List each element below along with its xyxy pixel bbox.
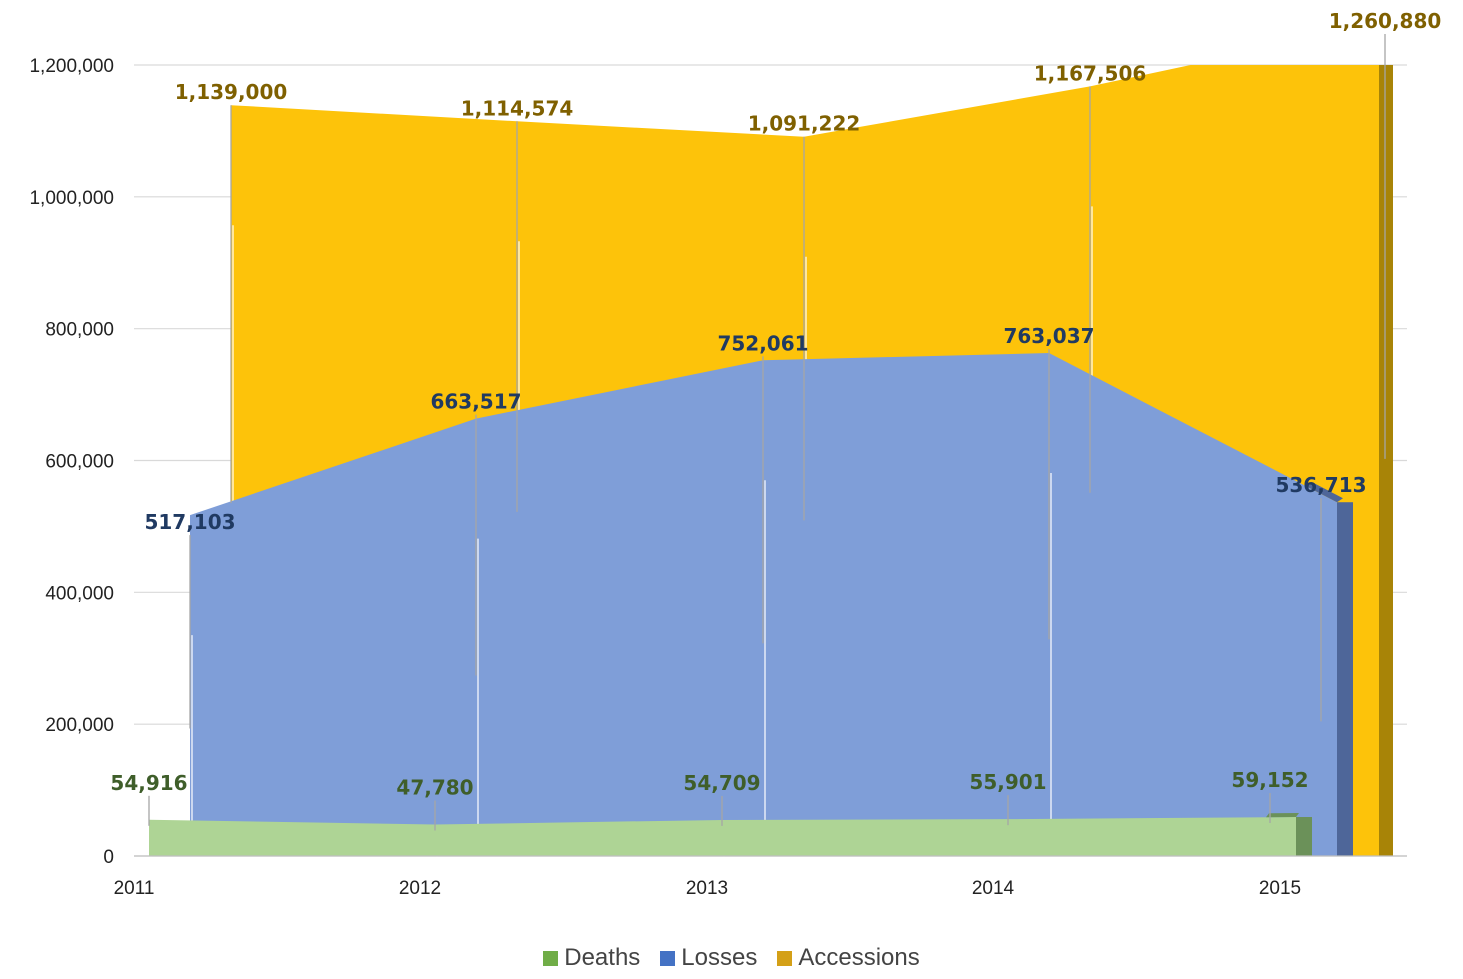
legend-item-accessions[interactable]: Accessions xyxy=(777,944,920,972)
data-label-accessions: 1,167,506 xyxy=(1034,61,1147,85)
data-label-accessions: 1,260,880 xyxy=(1329,9,1442,33)
y-axis: 0 200,000 400,000 600,000 800,000 1,000,000 1,… xyxy=(29,56,114,868)
x-tick-label: 2015 xyxy=(1259,878,1301,899)
x-tick-label: 2011 xyxy=(114,878,155,899)
data-labels: 1,139,000 1,114,574 1,091,222 1,167,506 1,26… xyxy=(110,9,1441,800)
legend: Deaths Losses Accessions xyxy=(0,944,1463,972)
series-deaths xyxy=(149,813,1312,858)
chart-area: 0200,000400,000600,000800,0001,000,0001,… xyxy=(29,9,1441,899)
side-face-accessions xyxy=(1379,65,1393,856)
legend-label-accessions: Accessions xyxy=(798,944,920,971)
legend-label-deaths: Deaths xyxy=(564,944,641,971)
y-tick-label: 200,000 xyxy=(45,715,114,736)
data-label-losses: 663,517 xyxy=(430,390,521,414)
data-label-accessions: 1,091,222 xyxy=(748,112,861,136)
legend-item-deaths[interactable]: Deaths xyxy=(543,944,640,972)
legend-item-losses[interactable]: Losses xyxy=(660,944,757,972)
legend-swatch-accessions xyxy=(777,950,793,966)
y-tick-label: 1,000,000 xyxy=(29,188,114,209)
data-label-losses: 752,061 xyxy=(717,331,808,355)
data-label-accessions: 1,139,000 xyxy=(175,80,288,104)
legend-swatch-losses xyxy=(660,950,676,966)
side-face-losses xyxy=(1337,502,1353,856)
top-edge-deaths xyxy=(1266,813,1299,818)
y-tick-label: 800,000 xyxy=(45,320,114,341)
data-label-accessions: 1,114,574 xyxy=(461,96,574,120)
side-face-deaths xyxy=(1296,817,1312,856)
x-tick-label: 2014 xyxy=(972,878,1015,899)
data-label-losses: 763,037 xyxy=(1003,324,1094,348)
y-tick-label: 0 xyxy=(103,847,114,868)
top-edge-losses xyxy=(1307,482,1343,503)
y-tick-label: 1,200,000 xyxy=(29,56,114,77)
area-deaths xyxy=(149,817,1296,856)
y-tick-label: 600,000 xyxy=(45,452,114,473)
data-label-deaths: 47,780 xyxy=(396,776,473,800)
x-tick-label: 2012 xyxy=(399,878,441,899)
data-label-deaths: 59,152 xyxy=(1231,768,1308,792)
legend-swatch-deaths xyxy=(543,950,559,966)
data-label-losses: 517,103 xyxy=(144,510,235,534)
leader-lines xyxy=(148,34,1386,831)
legend-label-losses: Losses xyxy=(681,944,758,971)
data-label-deaths: 54,916 xyxy=(110,771,187,795)
y-tick-label: 400,000 xyxy=(45,583,114,604)
data-label-deaths: 54,709 xyxy=(683,771,760,795)
x-axis: 2011 2012 2013 2014 2015 xyxy=(114,855,1407,899)
x-tick-label: 2013 xyxy=(686,878,728,899)
series-layer xyxy=(149,65,1393,858)
data-label-losses: 536,713 xyxy=(1275,473,1366,497)
data-label-deaths: 55,901 xyxy=(969,770,1046,794)
